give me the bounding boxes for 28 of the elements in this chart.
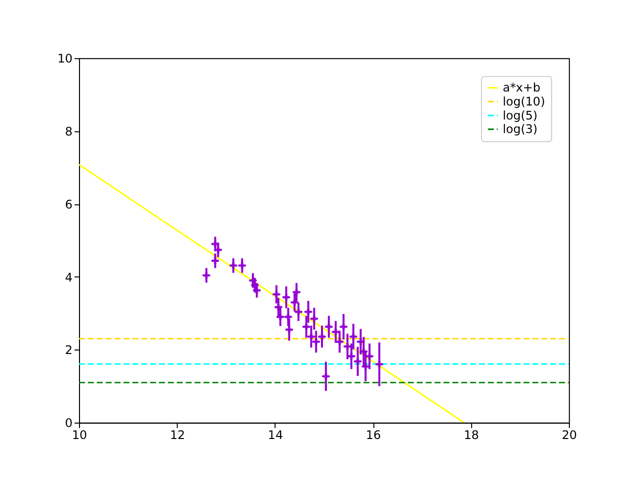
y-tick-label: 6 bbox=[65, 197, 73, 212]
point bbox=[283, 294, 290, 300]
x-tick-label: 16 bbox=[366, 428, 381, 442]
point bbox=[350, 333, 356, 340]
point bbox=[340, 324, 347, 330]
x-tick-label: 20 bbox=[562, 428, 577, 442]
point bbox=[203, 272, 210, 278]
y-tick-label: 2 bbox=[65, 343, 73, 358]
y-tick-label: 0 bbox=[65, 416, 73, 430]
point bbox=[376, 361, 382, 368]
legend-label: log(5) bbox=[502, 108, 538, 122]
point bbox=[366, 353, 373, 360]
point bbox=[273, 291, 280, 298]
point bbox=[286, 326, 292, 333]
x-tick-label: 18 bbox=[464, 428, 479, 442]
y-tick-label: 8 bbox=[65, 124, 73, 138]
point bbox=[354, 358, 361, 365]
point bbox=[311, 316, 318, 322]
x-tick-label: 14 bbox=[268, 428, 283, 442]
point bbox=[212, 258, 218, 264]
legend-label: log(10) bbox=[502, 94, 546, 109]
point bbox=[312, 338, 320, 345]
x-tick-label: 12 bbox=[170, 428, 186, 442]
point bbox=[322, 373, 330, 380]
legend-label: a*x+b bbox=[502, 80, 540, 95]
y-tick-label: 10 bbox=[58, 52, 73, 66]
legend-label: log(3) bbox=[502, 122, 538, 136]
y-tick-label: 4 bbox=[65, 270, 73, 284]
